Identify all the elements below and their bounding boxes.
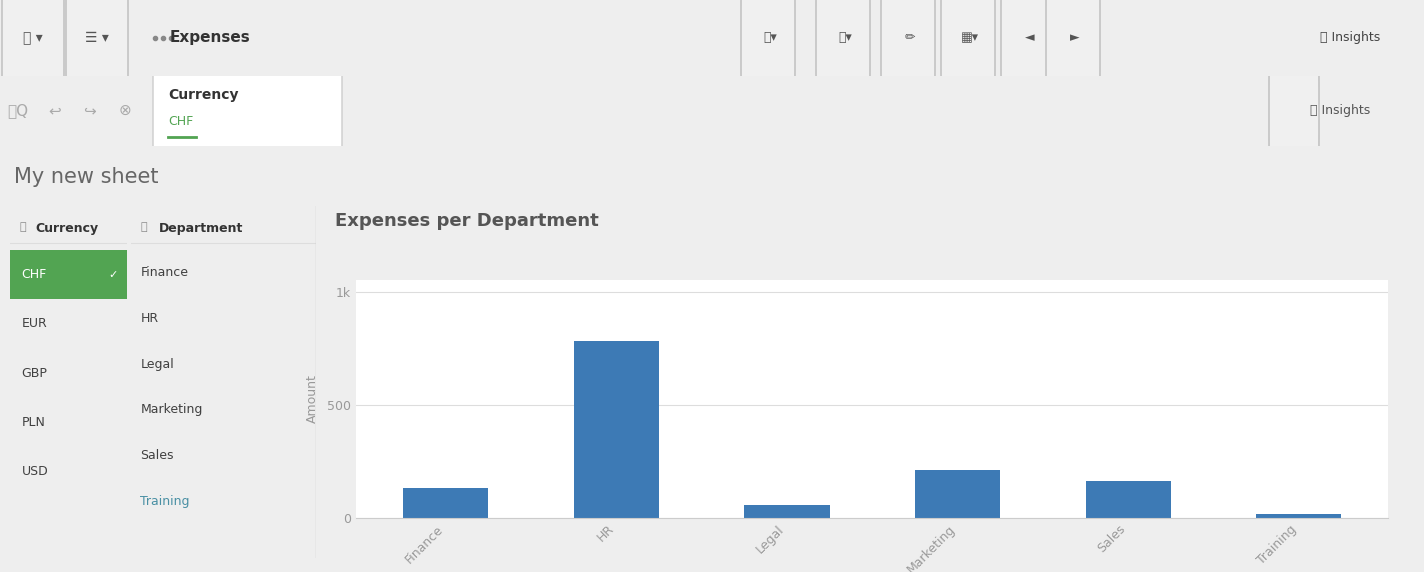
- Text: 🔍 Insights: 🔍 Insights: [1310, 104, 1370, 117]
- Text: ▦▾: ▦▾: [961, 31, 980, 44]
- Text: ►: ►: [1071, 31, 1079, 44]
- Text: Department: Department: [159, 222, 244, 235]
- Text: CHF: CHF: [21, 268, 47, 281]
- Text: ↪: ↪: [84, 103, 97, 118]
- Text: 🔍: 🔍: [20, 222, 26, 232]
- Text: ⦿ ▾: ⦿ ▾: [23, 31, 43, 45]
- Text: ☰ ▾: ☰ ▾: [85, 31, 110, 45]
- Text: ⬜▾: ⬜▾: [763, 31, 778, 44]
- Bar: [1256, 514, 1341, 518]
- FancyBboxPatch shape: [1001, 0, 1055, 144]
- Bar: [1085, 482, 1171, 518]
- Text: HR: HR: [140, 312, 158, 325]
- Text: ✓: ✓: [108, 269, 117, 280]
- FancyBboxPatch shape: [740, 0, 795, 144]
- Y-axis label: Amount: Amount: [306, 375, 319, 423]
- Text: 🔍: 🔍: [140, 222, 147, 232]
- Text: Currency: Currency: [36, 222, 98, 235]
- Text: Expenses per Department: Expenses per Department: [335, 212, 598, 229]
- Text: ↩: ↩: [48, 103, 61, 118]
- Text: Legal: Legal: [140, 358, 174, 371]
- Text: ◄: ◄: [1025, 31, 1035, 44]
- Text: 🔍 Insights: 🔍 Insights: [1320, 31, 1380, 44]
- FancyBboxPatch shape: [1, 0, 64, 220]
- Text: Expenses: Expenses: [169, 30, 251, 45]
- Text: Finance: Finance: [140, 266, 188, 279]
- FancyBboxPatch shape: [816, 0, 870, 144]
- FancyBboxPatch shape: [941, 0, 995, 144]
- Text: ⌕Q: ⌕Q: [7, 103, 28, 118]
- Bar: [745, 505, 830, 518]
- Text: My new sheet: My new sheet: [14, 168, 158, 187]
- FancyBboxPatch shape: [1047, 0, 1099, 144]
- Text: EUR: EUR: [21, 317, 47, 330]
- Text: USD: USD: [21, 465, 48, 478]
- Bar: [574, 341, 659, 518]
- Text: ⊗: ⊗: [118, 103, 131, 118]
- FancyBboxPatch shape: [1269, 15, 1319, 206]
- Text: Training: Training: [140, 495, 189, 508]
- Text: 🔖▾: 🔖▾: [839, 31, 852, 44]
- Bar: [914, 470, 1000, 518]
- Text: Sales: Sales: [140, 449, 174, 462]
- Bar: [403, 488, 488, 518]
- Text: GBP: GBP: [21, 367, 47, 379]
- FancyBboxPatch shape: [152, 0, 342, 284]
- Text: PLN: PLN: [21, 416, 46, 429]
- FancyBboxPatch shape: [881, 0, 936, 144]
- Bar: [10, 250, 127, 299]
- Text: Marketing: Marketing: [140, 403, 202, 416]
- Text: ✏: ✏: [904, 31, 916, 44]
- FancyBboxPatch shape: [66, 0, 128, 220]
- Text: CHF: CHF: [168, 115, 194, 128]
- Text: Currency: Currency: [168, 88, 238, 101]
